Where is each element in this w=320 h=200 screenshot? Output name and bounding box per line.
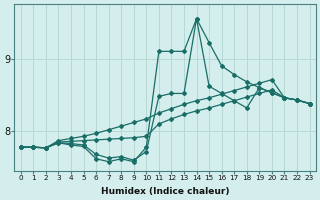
X-axis label: Humidex (Indice chaleur): Humidex (Indice chaleur)	[101, 187, 229, 196]
